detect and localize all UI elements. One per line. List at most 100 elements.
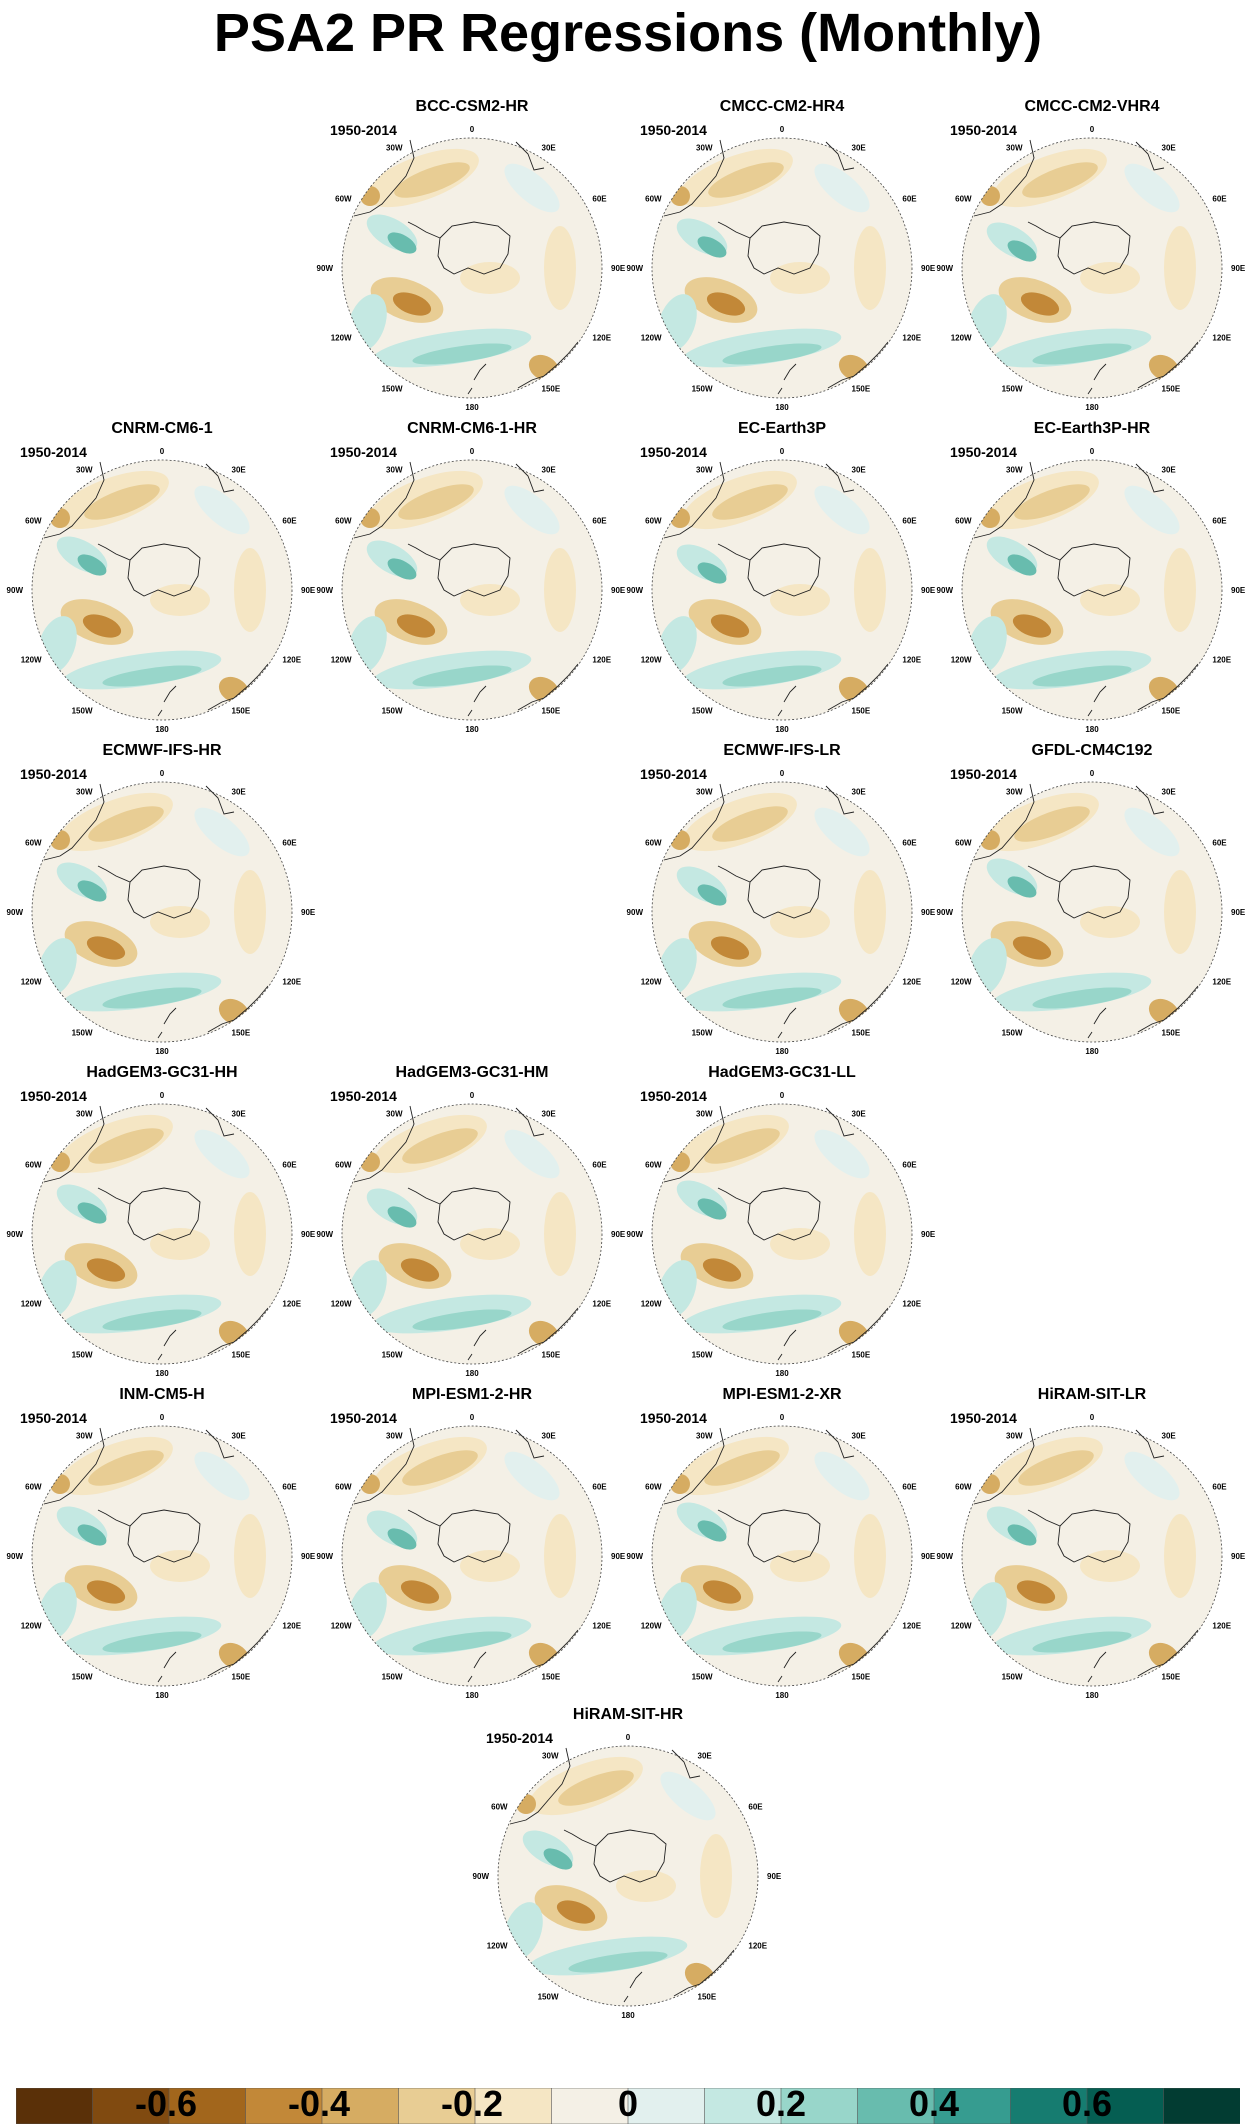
longitude-label: 30E — [1162, 144, 1177, 153]
panel-period: 1950-2014 — [950, 444, 1017, 460]
panel-period: 1950-2014 — [950, 766, 1017, 782]
coastlines — [43, 1105, 269, 1361]
precip-anomaly-dry — [86, 1580, 126, 1604]
panel-title: HadGEM3-GC31-HH — [86, 1064, 238, 1081]
longitude-label: 90W — [7, 1552, 24, 1561]
longitude-label: 30E — [232, 1110, 247, 1119]
australia-outline — [673, 1949, 735, 1997]
longitude-label: 150E — [232, 1028, 251, 1037]
longitude-label: 150E — [542, 1350, 561, 1359]
longitude-label: 150E — [232, 1350, 251, 1359]
panel-period: 1950-2014 — [640, 444, 707, 460]
panel-title: HadGEM3-GC31-HM — [395, 1064, 549, 1081]
longitude-label: 30W — [696, 1110, 713, 1119]
precip-anomaly-wet — [504, 485, 560, 535]
new-zealand-outline — [1087, 1007, 1107, 1039]
panel-title: HadGEM3-GC31-LL — [708, 1064, 856, 1081]
south-america-outline — [43, 461, 105, 539]
regression-field — [342, 1426, 602, 1686]
precip-anomaly-wet — [504, 1129, 560, 1179]
antarctic-peninsula-outline — [97, 865, 131, 883]
polar-map: 0 30E 60E 90E 120E 150E 180 150W 120W 90W 60W 30W — [317, 447, 626, 734]
longitude-label: 150W — [692, 1672, 713, 1681]
australia-outline — [517, 1629, 579, 1677]
precip-anomaly-wet — [697, 236, 727, 258]
south-america-outline — [973, 139, 1035, 217]
precip-anomaly-wet — [102, 987, 202, 1009]
precip-anomaly-dry — [150, 584, 210, 616]
longitude-label: 150W — [382, 706, 403, 715]
longitude-label: 60E — [902, 1161, 917, 1170]
antarctic-peninsula-outline — [717, 865, 751, 883]
longitude-label: 120E — [902, 334, 921, 343]
longitude-label: 60E — [592, 517, 607, 526]
longitude-label: 30W — [76, 1432, 93, 1441]
longitude-label: 60W — [645, 195, 662, 204]
precip-anomaly-wet — [1007, 554, 1037, 576]
map-panel-ec-earth3p: EC-Earth3P 1950-2014 0 30E 60E 90E 120E 150E 1… — [627, 420, 936, 740]
antarctica-outline — [593, 1829, 667, 1883]
map-panel-hiram-sit-lr: HiRAM-SIT-LR 1950-2014 0 30E 60E 90E 120E 150… — [937, 1386, 1246, 1706]
longitude-label: 0 — [780, 125, 785, 134]
precip-anomaly-dry — [544, 1192, 576, 1276]
longitude-label: 30W — [386, 466, 403, 475]
precip-anomaly-wet — [194, 485, 250, 535]
africa-outline — [205, 463, 235, 493]
longitude-label: 30E — [852, 1432, 867, 1441]
australia-outline — [827, 663, 889, 711]
africa-outline — [515, 1429, 545, 1459]
precip-anomaly-wet — [814, 163, 870, 213]
australia-outline — [1137, 1629, 1199, 1677]
precip-anomaly-dry — [234, 1514, 266, 1598]
map-panel-cmcc-cm2-vhr4: CMCC-CM2-VHR4 1950-2014 0 30E 60E 90E 120E 15… — [937, 98, 1246, 418]
longitude-label: 120W — [331, 1300, 352, 1309]
map-panel-cnrm-cm6-1: CNRM-CM6-1 1950-2014 0 30E 60E 90E 120E 150E 1… — [7, 420, 316, 740]
antarctica-outline — [127, 1187, 201, 1241]
south-america-outline — [353, 1105, 415, 1183]
longitude-label: 150E — [1162, 1672, 1181, 1681]
regression-field — [32, 1426, 292, 1686]
regression-field — [652, 138, 912, 398]
longitude-label: 60E — [902, 195, 917, 204]
south-america-outline — [663, 139, 725, 217]
australia-outline — [517, 341, 579, 389]
antarctica-outline — [747, 1509, 821, 1563]
africa-outline — [1135, 785, 1165, 815]
new-zealand-outline — [157, 1329, 177, 1361]
precip-anomaly-dry — [50, 508, 70, 528]
colorbar-tick-label: -0.6 — [134, 2083, 198, 2124]
australia-outline — [207, 985, 269, 1033]
antarctic-peninsula-outline — [97, 543, 131, 561]
longitude-label: 90E — [1231, 264, 1246, 273]
precip-anomaly-wet — [722, 1631, 822, 1653]
precip-anomaly-wet — [697, 1520, 727, 1542]
precip-anomaly-dry — [708, 162, 784, 198]
precip-anomaly-wet — [412, 1309, 512, 1331]
map-panel-inm-cm5-h: INM-CM5-H 1950-2014 0 30E 60E 90E 120E 150E 18… — [7, 1386, 316, 1706]
precip-anomaly-wet — [543, 1848, 573, 1870]
south-america-outline — [43, 1427, 105, 1505]
precip-anomaly-wet — [697, 884, 727, 906]
precip-anomaly-dry — [770, 262, 830, 294]
longitude-label: 30E — [1162, 1432, 1177, 1441]
precip-anomaly-dry — [1080, 1550, 1140, 1582]
antarctic-peninsula-outline — [563, 1829, 597, 1847]
longitude-label: 90W — [937, 586, 954, 595]
precip-anomaly-wet — [387, 232, 417, 254]
antarctica-outline — [437, 1509, 511, 1563]
longitude-label: 120W — [487, 1942, 508, 1951]
regression-field — [342, 138, 602, 398]
new-zealand-outline — [777, 1007, 797, 1039]
longitude-label: 30E — [542, 1110, 557, 1119]
longitude-label: 180 — [1085, 403, 1099, 412]
precip-anomaly-wet — [504, 163, 560, 213]
precip-anomaly-dry — [854, 870, 886, 954]
precip-anomaly-dry — [710, 614, 750, 638]
precip-anomaly-dry — [460, 1550, 520, 1582]
precip-anomaly-wet — [412, 1631, 512, 1653]
precip-anomaly-dry — [400, 1258, 440, 1282]
precip-anomaly-dry — [544, 1514, 576, 1598]
longitude-label: 150E — [232, 1672, 251, 1681]
longitude-label: 90W — [627, 1552, 644, 1561]
longitude-label: 150W — [538, 1992, 559, 2001]
